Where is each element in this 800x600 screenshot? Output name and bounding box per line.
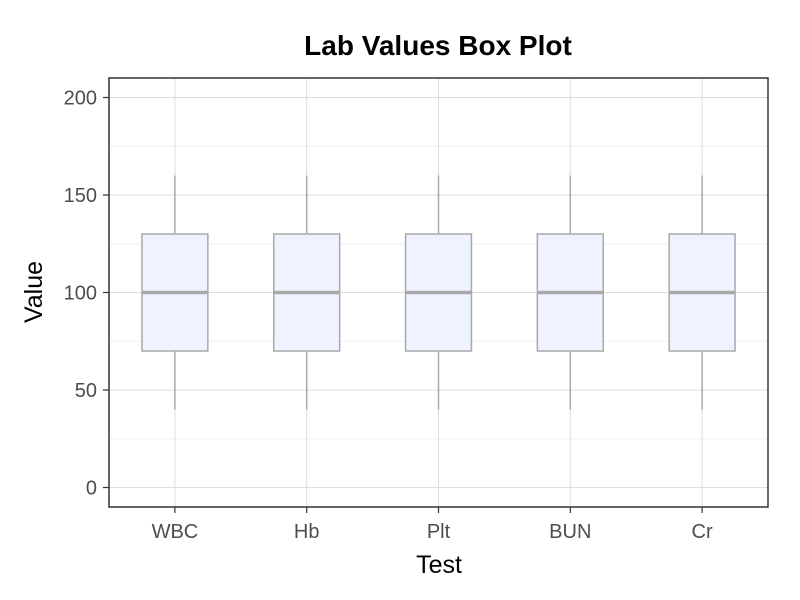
x-axis-title: Test — [416, 551, 462, 579]
box-cr — [668, 175, 736, 410]
x-tick-label: Plt — [427, 521, 451, 543]
box-wbc — [141, 175, 209, 410]
chart-title: Lab Values Box Plot — [304, 30, 572, 61]
box-plt — [404, 175, 473, 410]
box-hb — [273, 175, 341, 410]
box-bun — [536, 175, 604, 410]
y-tick-label: 150 — [64, 185, 97, 207]
y-tick-label: 100 — [64, 283, 97, 305]
axis-layer: 0 50 100 150 200 WBC Hb Plt BUN Cr — [64, 88, 713, 544]
boxes-layer — [141, 175, 736, 410]
x-tick-label: BUN — [549, 521, 591, 543]
y-tick-label: 50 — [75, 380, 97, 402]
plot-panel-border — [108, 77, 769, 508]
y-tick-label: 200 — [64, 88, 97, 110]
x-tick-label: WBC — [152, 521, 199, 543]
x-tick-label: Hb — [294, 521, 320, 543]
y-tick-label: 0 — [86, 478, 97, 500]
x-tick-label: Cr — [692, 521, 713, 543]
y-axis-title: Value — [20, 261, 48, 323]
